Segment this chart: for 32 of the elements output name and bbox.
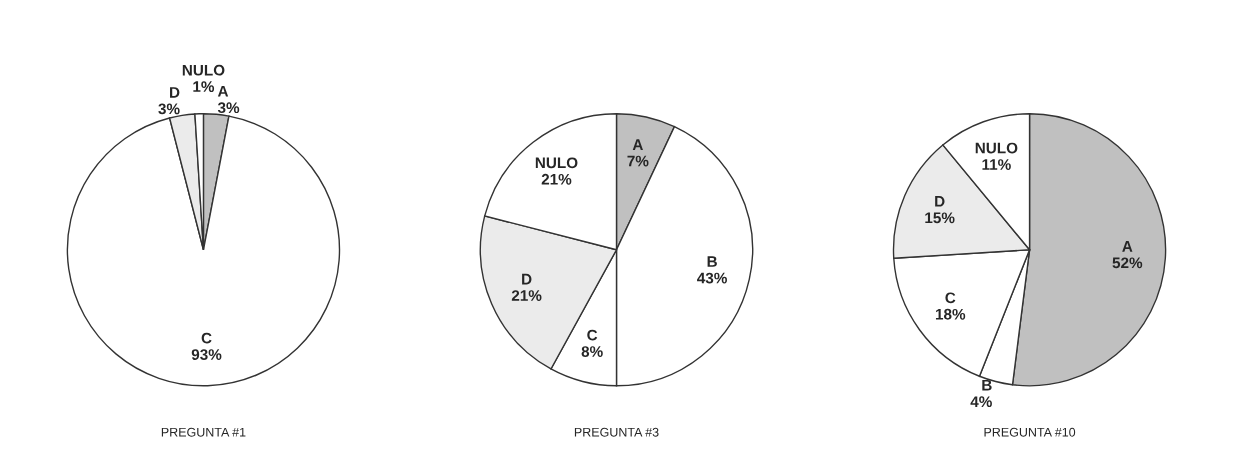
slice-label: B	[982, 379, 992, 391]
data-label: 8%	[581, 346, 603, 357]
slice-label: C	[201, 332, 212, 344]
slice-label: D	[935, 196, 945, 207]
pie-slice	[66, 115, 341, 387]
slice-label: A	[217, 85, 229, 97]
data-label: 3%	[217, 102, 240, 114]
data-label: 21%	[541, 173, 572, 185]
slice-label: NULO	[535, 157, 578, 169]
slice-label: NULO	[975, 142, 1018, 154]
text: PREGUNTA #3	[574, 427, 659, 437]
data-label: 3%	[158, 103, 180, 115]
slice-label: A	[632, 139, 643, 150]
data-label: 18%	[935, 308, 966, 320]
data-label: 21%	[511, 290, 542, 301]
slice-label: C	[945, 292, 956, 304]
slice-label: D	[170, 87, 180, 98]
data-label: 11%	[982, 159, 1011, 170]
slice-label: NULO	[182, 64, 225, 76]
data-label: 4%	[970, 396, 992, 408]
data-label: 43%	[697, 272, 727, 284]
data-label: 1%	[193, 81, 215, 92]
slice-label: C	[587, 329, 598, 341]
data-label: 93%	[191, 349, 222, 361]
data-label: 52%	[1112, 257, 1143, 269]
data-label: 15%	[925, 212, 955, 224]
data-label: 7%	[627, 155, 649, 167]
slice-label: A	[1122, 241, 1133, 252]
text: PREGUNTA #1	[161, 427, 246, 437]
slice-label: B	[707, 256, 717, 267]
text: PREGUNTA #10	[984, 427, 1076, 437]
slice-label: D	[522, 273, 532, 285]
